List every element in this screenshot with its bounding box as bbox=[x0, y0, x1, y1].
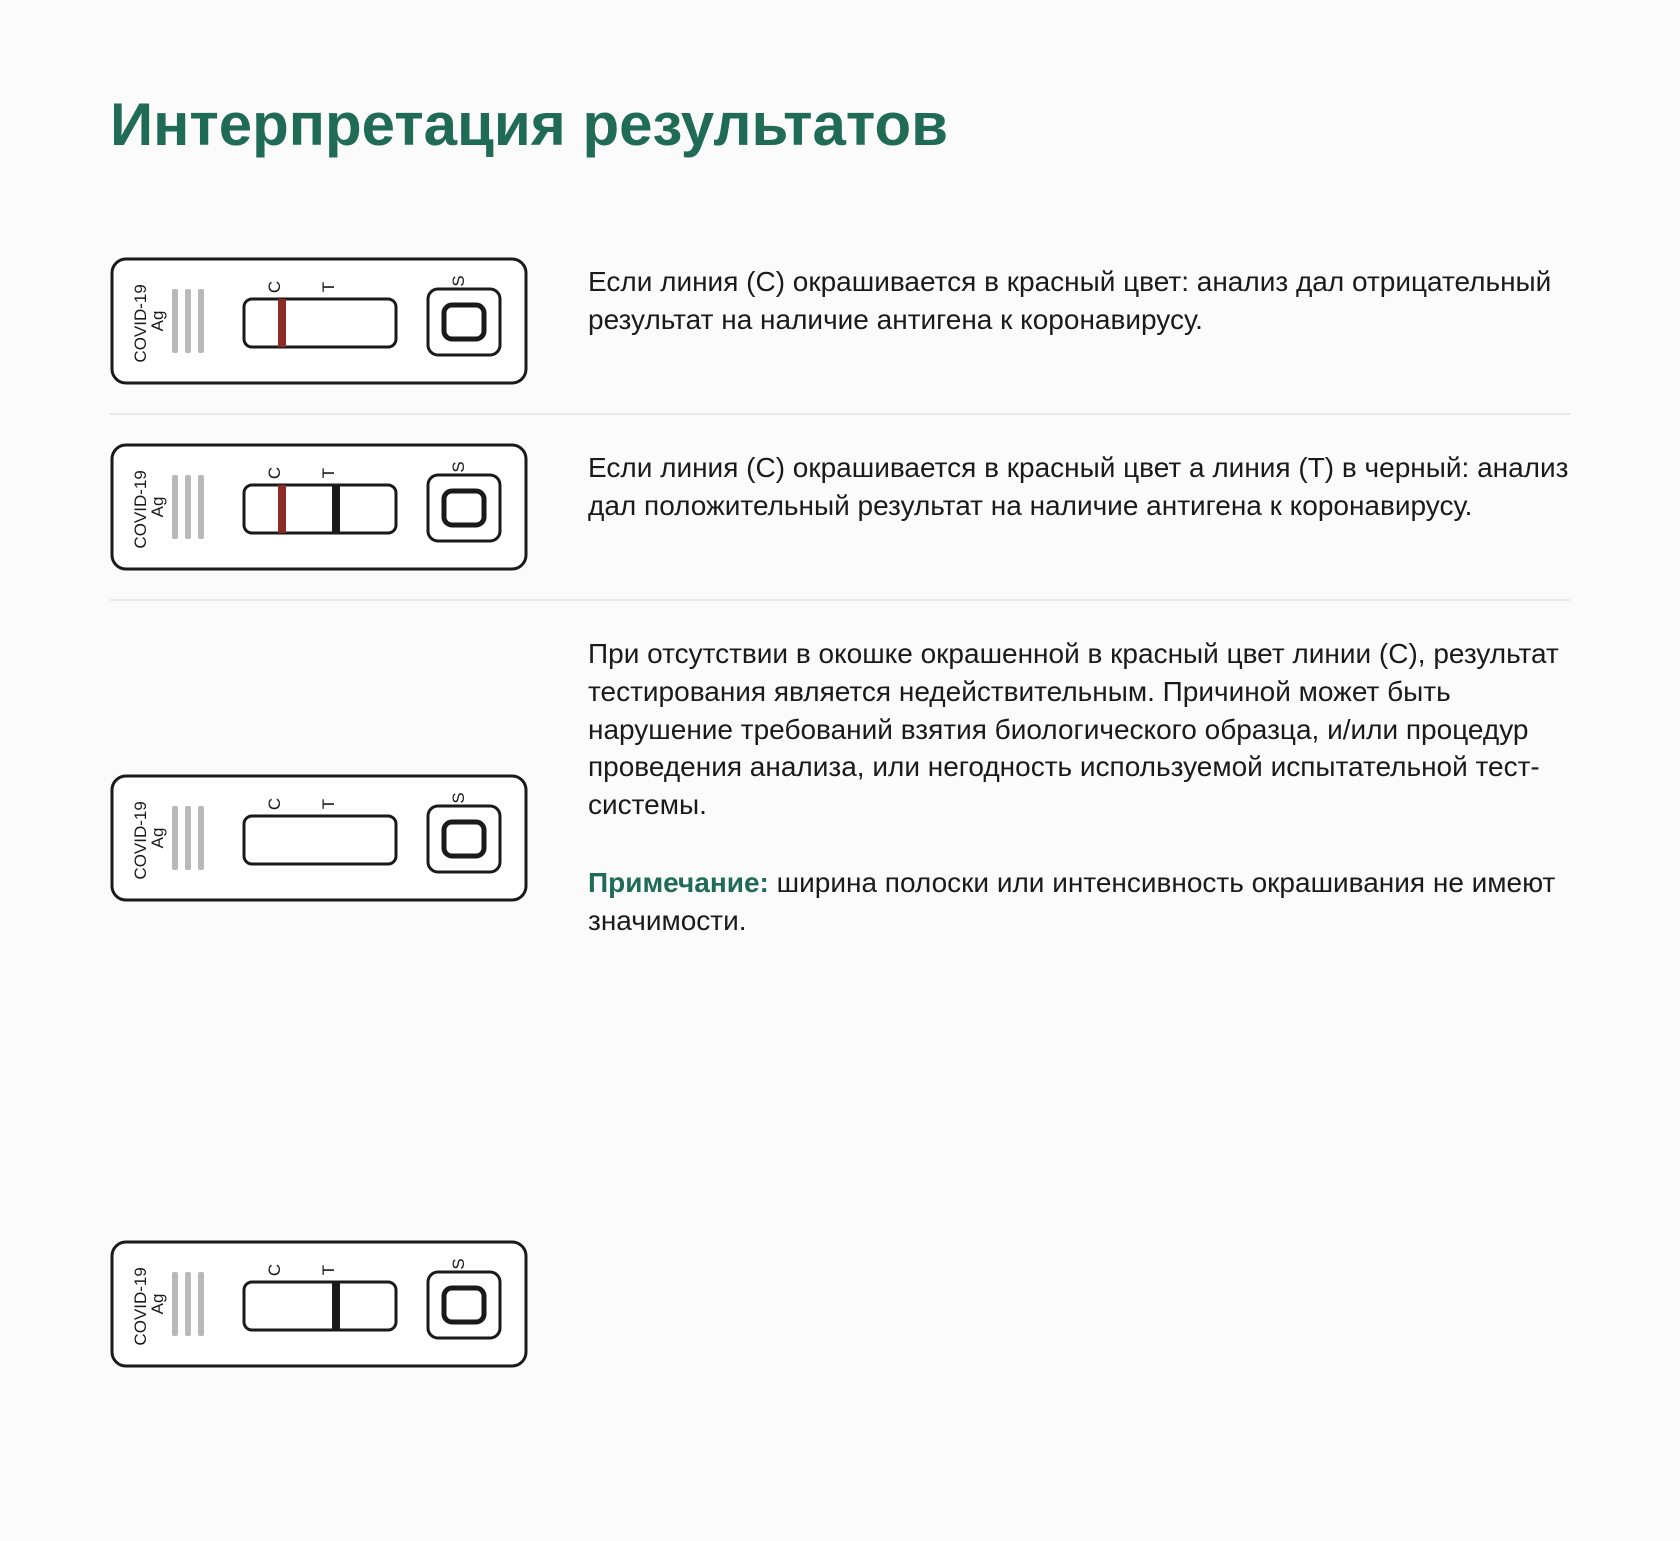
description-text: Если линия (С) окрашивается в красный цв… bbox=[588, 449, 1570, 525]
svg-text:C: C bbox=[265, 281, 284, 293]
svg-text:T: T bbox=[319, 468, 338, 478]
result-description: Если линия (С) окрашивается в красный цв… bbox=[588, 443, 1570, 525]
svg-text:S: S bbox=[449, 461, 468, 472]
result-description: Если линия (С) окрашивается в красный цв… bbox=[588, 257, 1570, 339]
result-row: COVID-19 Ag C T S COVID-19 Ag C T S При … bbox=[110, 601, 1570, 1541]
svg-text:T: T bbox=[319, 799, 338, 809]
svg-text:C: C bbox=[265, 1264, 284, 1276]
result-description: При отсутствии в окошке окрашенной в кра… bbox=[588, 629, 1570, 940]
description-text: Если линия (С) окрашивается в красный цв… bbox=[588, 263, 1570, 339]
svg-text:S: S bbox=[449, 275, 468, 286]
test-cassette-diagram: COVID-19 Ag C T S bbox=[110, 629, 528, 1047]
page-title: Интерпретация результатов bbox=[110, 90, 1570, 159]
description-text: При отсутствии в окошке окрашенной в кра… bbox=[588, 635, 1570, 824]
note-label: Примечание: bbox=[588, 867, 769, 898]
test-cassette-diagram: COVID-19 Ag C T S bbox=[110, 1095, 528, 1513]
svg-text:C: C bbox=[265, 467, 284, 479]
cassette-stack: COVID-19 Ag C T S COVID-19 Ag C T S bbox=[110, 629, 528, 1513]
svg-text:T: T bbox=[319, 282, 338, 292]
note: Примечание: ширина полоски или интенсивн… bbox=[588, 864, 1570, 940]
results-list: COVID-19 Ag C T S Если линия (С) окрашив… bbox=[110, 229, 1570, 1541]
test-cassette-diagram: COVID-19 Ag C T S bbox=[110, 257, 528, 385]
test-cassette-diagram: COVID-19 Ag C T S bbox=[110, 443, 528, 571]
svg-text:S: S bbox=[449, 792, 468, 803]
result-row: COVID-19 Ag C T S Если линия (С) окрашив… bbox=[110, 415, 1570, 599]
svg-text:S: S bbox=[449, 1258, 468, 1269]
result-row: COVID-19 Ag C T S Если линия (С) окрашив… bbox=[110, 229, 1570, 413]
svg-text:T: T bbox=[319, 1265, 338, 1275]
svg-text:C: C bbox=[265, 798, 284, 810]
